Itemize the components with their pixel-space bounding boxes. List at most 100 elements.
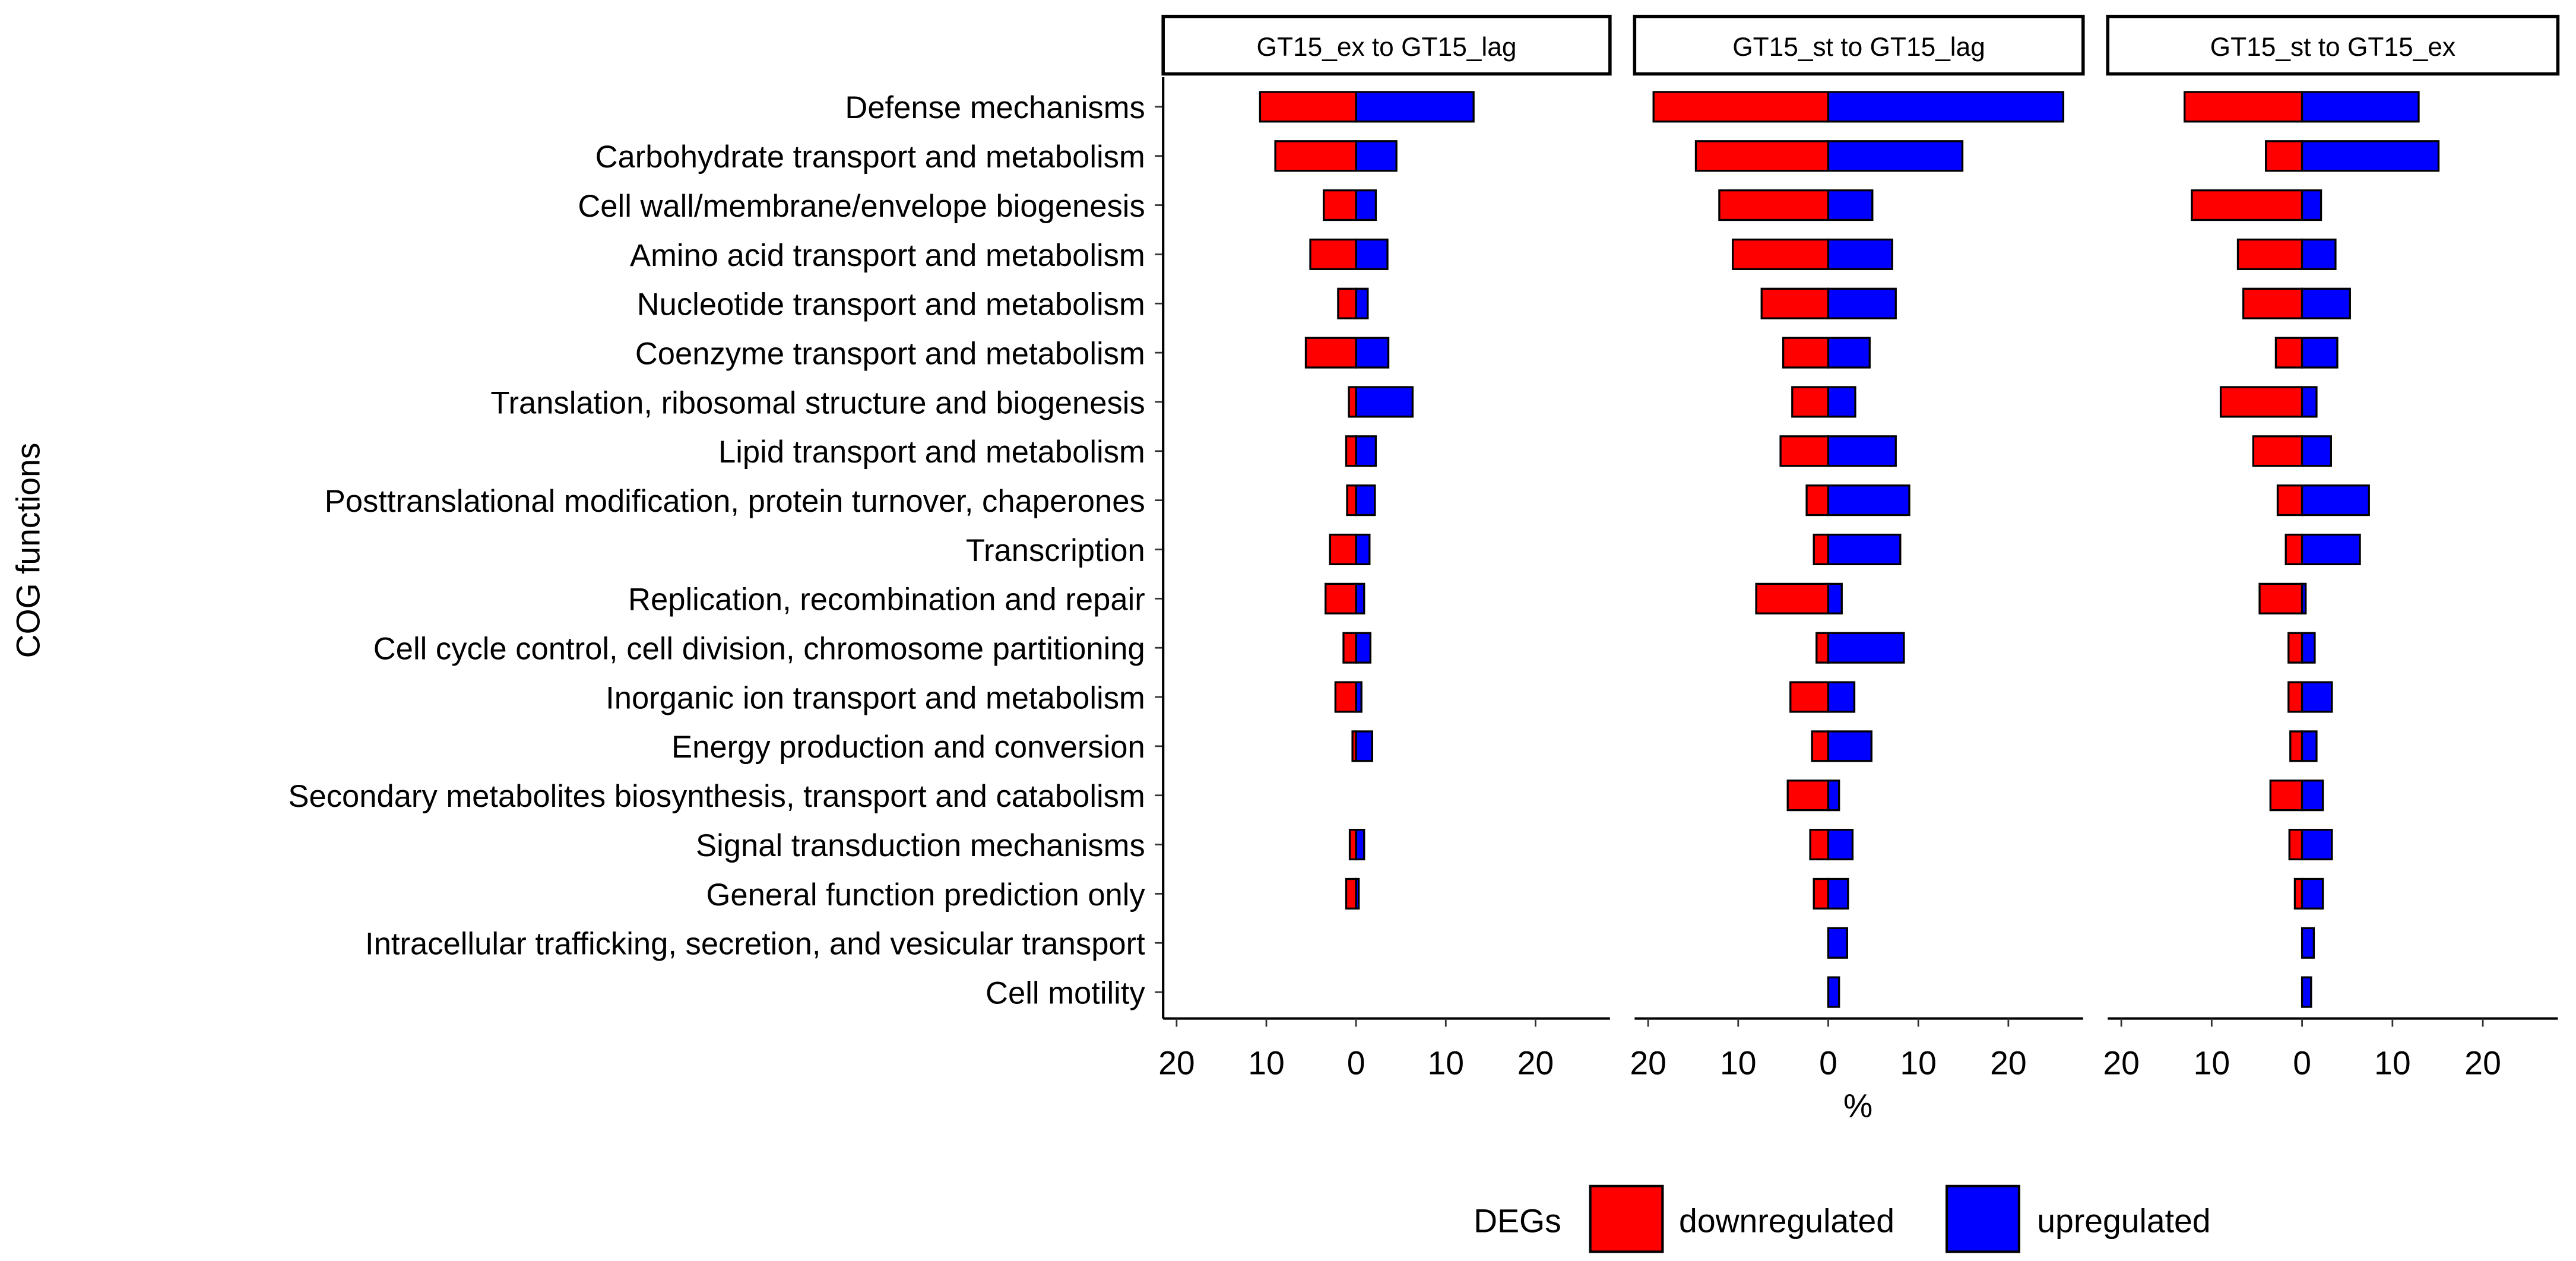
facet-title: GT15_ex to GT15_lag <box>1257 33 1517 62</box>
bar-upregulated <box>1355 877 1360 910</box>
bar-downregulated <box>2236 238 2303 270</box>
bar-upregulated <box>1355 533 1371 566</box>
bar-downregulated <box>1325 582 1357 614</box>
bar-upregulated <box>1355 632 1371 664</box>
category-label: Cell motility <box>986 975 1145 1010</box>
bar-downregulated <box>2285 533 2303 566</box>
facet-strip <box>1161 14 1612 76</box>
facet-title: GT15_st to GT15_ex <box>2210 33 2455 62</box>
bar-downregulated <box>2242 287 2303 319</box>
bar-upregulated <box>2301 976 2312 1008</box>
bar-downregulated <box>1309 238 1357 270</box>
bar-downregulated <box>1345 877 1357 910</box>
bar-downregulated <box>1805 484 1830 517</box>
x-tick-label: 0 <box>1347 1045 1365 1082</box>
bar-downregulated <box>2293 877 2303 910</box>
bar-upregulated <box>1827 681 1856 713</box>
bar-upregulated <box>2301 337 2339 369</box>
bar-upregulated <box>1827 533 1902 566</box>
bar-downregulated <box>2274 337 2303 369</box>
bar-upregulated <box>1827 337 1871 369</box>
bar-upregulated <box>1827 435 1897 467</box>
bar-upregulated <box>1355 386 1414 418</box>
bar-downregulated <box>1259 91 1357 123</box>
bar-upregulated <box>2301 533 2361 566</box>
bar-upregulated <box>2301 238 2337 270</box>
bar-upregulated <box>2301 140 2440 172</box>
legend-swatch-upregulated <box>1946 1184 2020 1253</box>
x-tick-label: 20 <box>1990 1045 2027 1082</box>
bar-upregulated <box>1355 435 1377 467</box>
bar-upregulated <box>1827 484 1910 517</box>
category-label: Intracellular trafficking, secretion, an… <box>365 927 1145 962</box>
legend-label-upregulated: upregulated <box>2037 1202 2210 1239</box>
category-label: Inorganic ion transport and metabolism <box>606 680 1145 715</box>
bar-downregulated <box>2184 91 2303 123</box>
bar-upregulated <box>2301 386 2318 418</box>
bar-downregulated <box>2219 386 2303 418</box>
bar-upregulated <box>1827 730 1872 762</box>
bar-downregulated <box>1760 287 1830 319</box>
legend: DEGs downregulated upregulated <box>1474 1184 2211 1253</box>
bar-upregulated <box>1355 582 1365 614</box>
x-tick-label: 20 <box>1630 1045 1666 1082</box>
bar-upregulated <box>2301 632 2316 664</box>
bar-upregulated <box>2301 780 2324 812</box>
facet-title: GT15_st to GT15_lag <box>1732 33 1985 62</box>
bar-downregulated <box>1809 828 1830 861</box>
bar-downregulated <box>1755 582 1830 614</box>
x-tick-label: 20 <box>1158 1045 1195 1082</box>
bar-downregulated <box>1779 435 1830 467</box>
bar-upregulated <box>1355 140 1398 172</box>
bar-downregulated <box>2287 681 2303 713</box>
bar-downregulated <box>1813 533 1830 566</box>
bar-downregulated <box>1791 386 1830 418</box>
x-tick-label: 20 <box>2103 1045 2140 1082</box>
bar-downregulated <box>2252 435 2303 467</box>
bar-upregulated <box>1355 484 1376 517</box>
bar-downregulated <box>2191 189 2303 221</box>
bar-upregulated <box>1827 386 1856 418</box>
bar-downregulated <box>2265 140 2303 172</box>
bar-downregulated <box>2288 828 2303 861</box>
category-label: Amino acid transport and metabolism <box>630 238 1145 273</box>
bar-upregulated <box>1827 91 2065 123</box>
facet-strip <box>1633 14 2085 76</box>
bar-upregulated <box>1355 287 1369 319</box>
category-label: Energy production and conversion <box>671 730 1145 765</box>
bar-downregulated <box>2287 632 2303 664</box>
bar-upregulated <box>1355 681 1363 713</box>
bar-downregulated <box>2269 780 2303 812</box>
bar-downregulated <box>1329 533 1357 566</box>
bar-downregulated <box>1342 632 1357 664</box>
bar-upregulated <box>2301 582 2307 614</box>
bar-upregulated <box>2301 287 2351 319</box>
category-label: Replication, recombination and repair <box>628 582 1145 617</box>
bar-downregulated <box>1334 681 1357 713</box>
bar-upregulated <box>1827 287 1897 319</box>
bar-upregulated <box>2301 927 2315 959</box>
bar-upregulated <box>2301 828 2333 861</box>
category-label: Nucleotide transport and metabolism <box>637 287 1145 322</box>
bar-upregulated <box>1827 582 1843 614</box>
bar-upregulated <box>2301 484 2370 517</box>
x-tick-label: 10 <box>2374 1045 2411 1082</box>
bar-downregulated <box>1718 189 1830 221</box>
bar-upregulated <box>2301 681 2333 713</box>
category-label: Defense mechanisms <box>845 90 1145 125</box>
plot-area: Defense mechanisms Carbohydrate transport… <box>288 14 2560 1082</box>
legend-label-downregulated: downregulated <box>1679 1202 1894 1239</box>
bar-downregulated <box>1304 337 1357 369</box>
bar-downregulated <box>1652 91 1830 123</box>
x-tick-label: 20 <box>1517 1045 1554 1082</box>
bar-upregulated <box>2301 91 2420 123</box>
category-label: Posttranslational modification, protein … <box>325 484 1145 519</box>
bar-upregulated <box>1827 780 1840 812</box>
bar-upregulated <box>1355 238 1389 270</box>
bar-upregulated <box>1827 927 1848 959</box>
category-label: Signal transduction mechanisms <box>696 828 1145 863</box>
bar-downregulated <box>1694 140 1830 172</box>
bar-downregulated <box>1782 337 1830 369</box>
facet-strip <box>2106 14 2560 76</box>
bar-upregulated <box>1355 189 1377 221</box>
